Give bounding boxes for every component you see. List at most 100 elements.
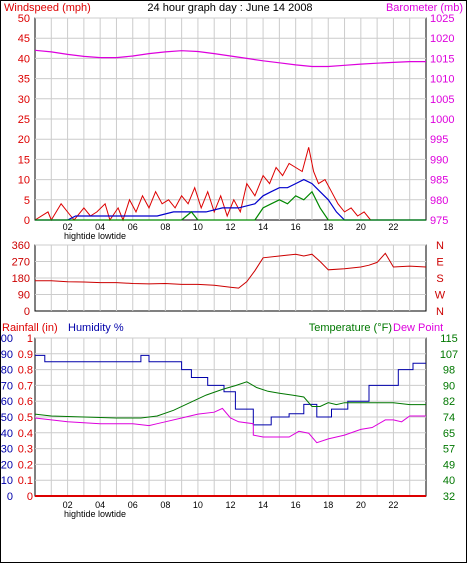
y-tick-label: 0.1 bbox=[18, 475, 33, 487]
x-tick-label: 02 bbox=[63, 222, 73, 232]
y-tick-label: 0.7 bbox=[18, 380, 33, 392]
x-tick-label: 12 bbox=[225, 222, 235, 232]
y-tick-label: 360 bbox=[12, 240, 30, 252]
x-tick-label: 06 bbox=[128, 222, 138, 232]
y-tick-label: 990 bbox=[430, 154, 448, 166]
y-tick-label: 40 bbox=[18, 53, 30, 65]
y-tick-label: 57 bbox=[443, 444, 455, 456]
x-tick-label: 20 bbox=[356, 500, 366, 510]
y-tick-label: W bbox=[435, 290, 446, 302]
wind-series-line bbox=[34, 147, 426, 222]
y-tick-label: 45 bbox=[18, 33, 30, 45]
humidity-lines bbox=[34, 354, 426, 497]
y-tick-label: 90 bbox=[1, 349, 13, 361]
y-tick-label: 1005 bbox=[430, 94, 454, 106]
x-tick-label: 12 bbox=[225, 500, 235, 510]
humidity-temperature-panel: 02 04 06 08 10 12 14 16 18 20 22 01020304050607080… bbox=[0, 322, 458, 519]
y-tick-label: 1010 bbox=[430, 74, 454, 86]
direction-grid bbox=[35, 244, 426, 311]
y-tick-label: 1020 bbox=[430, 33, 454, 45]
y-tick-label: 35 bbox=[18, 74, 30, 86]
y-tick-label: 0.3 bbox=[18, 444, 33, 456]
y-tick-label: 65 bbox=[443, 428, 455, 440]
y-tick-label: 1 bbox=[27, 333, 33, 345]
y-tick-label: 30 bbox=[18, 94, 30, 106]
y-tick-label: 40 bbox=[1, 428, 13, 440]
x-tick-label: 10 bbox=[193, 222, 203, 232]
tide-label: hightide lowtide bbox=[64, 231, 126, 241]
temperature-label: Temperature (°F) bbox=[309, 322, 392, 334]
humidity-label: Humidity % bbox=[68, 322, 124, 334]
wind-lines bbox=[34, 49, 426, 222]
y-tick-label: 0 bbox=[24, 215, 30, 227]
x-tick-label: 16 bbox=[291, 222, 301, 232]
y-tick-label: 10 bbox=[1, 475, 13, 487]
x-tick-label: 04 bbox=[95, 500, 105, 510]
direction-series-line bbox=[35, 252, 427, 289]
y-tick-label: 0 bbox=[24, 306, 30, 318]
wind-barometer-panel: 02 04 06 08 10 12 14 16 18 20 22 05101520253035404… bbox=[4, 2, 463, 241]
windspeed-label: Windspeed (mph) bbox=[4, 2, 91, 14]
y-tick-label: 60 bbox=[1, 396, 13, 408]
y-tick-label: 90 bbox=[443, 380, 455, 392]
barometer-y-ticks: 975 980 985 990 995 1000 1005 1010 1015 1020 1025 bbox=[430, 13, 454, 227]
y-tick-label: 40 bbox=[443, 475, 455, 487]
barometer-series-line bbox=[34, 49, 426, 68]
y-tick-label: E bbox=[436, 257, 443, 269]
wind-y-ticks: 0 5 10 15 20 25 30 35 40 45 50 bbox=[18, 13, 30, 227]
rainfall-y-ticks: 0 0.1 0.2 0.3 0.4 0.5 0.6 0.7 0.8 0.9 1 bbox=[18, 333, 33, 503]
y-tick-label: 0 bbox=[7, 491, 13, 503]
x-tick-label: 02 bbox=[63, 500, 73, 510]
x-tick-label: 22 bbox=[388, 222, 398, 232]
direction-lines bbox=[35, 252, 427, 289]
wind-x-ticks: 02 04 06 08 10 12 14 16 18 20 22 bbox=[63, 222, 399, 232]
y-tick-label: 0 bbox=[27, 491, 33, 503]
y-tick-label: 80 bbox=[1, 365, 13, 377]
humidity-x-ticks: 02 04 06 08 10 12 14 16 18 20 22 bbox=[63, 500, 399, 510]
x-tick-label: 14 bbox=[258, 222, 268, 232]
y-tick-label: 975 bbox=[430, 215, 448, 227]
y-tick-label: 50 bbox=[18, 13, 30, 25]
y-tick-label: 270 bbox=[12, 257, 30, 269]
y-tick-label: 1015 bbox=[430, 53, 454, 65]
y-tick-label: N bbox=[436, 306, 444, 318]
y-tick-label: 0.8 bbox=[18, 365, 33, 377]
wind_avg-series-line bbox=[35, 178, 426, 221]
y-tick-label: 100 bbox=[0, 333, 13, 345]
direction-y-ticks: 0 90 180 270 360 bbox=[12, 240, 30, 318]
y-tick-label: 1000 bbox=[430, 114, 454, 126]
rainfall-label: Rainfall (in) bbox=[2, 322, 58, 334]
x-tick-label: 04 bbox=[95, 222, 105, 232]
y-tick-label: 90 bbox=[18, 290, 30, 302]
tide-label-bottom: hightide lowtide bbox=[64, 509, 126, 519]
barometer-label: Barometer (mb) bbox=[386, 2, 463, 14]
y-tick-label: 98 bbox=[443, 365, 455, 377]
chart-title: 24 hour graph day : June 14 2008 bbox=[147, 2, 312, 14]
wind-grid bbox=[35, 17, 426, 220]
y-tick-label: N bbox=[436, 240, 444, 252]
temperature-y-ticks: 32 40 49 57 65 74 82 90 98 107 115 bbox=[440, 333, 458, 503]
y-tick-label: 5 bbox=[24, 195, 30, 207]
x-tick-label: 16 bbox=[291, 500, 301, 510]
temperature-series-line bbox=[34, 381, 426, 419]
y-tick-label: 50 bbox=[1, 412, 13, 424]
y-tick-label: 74 bbox=[443, 412, 455, 424]
x-tick-label: 08 bbox=[160, 500, 170, 510]
y-tick-label: 70 bbox=[1, 380, 13, 392]
y-tick-label: 107 bbox=[440, 349, 458, 361]
y-tick-label: 985 bbox=[430, 175, 448, 187]
y-tick-label: 20 bbox=[18, 134, 30, 146]
dewpoint-series-line bbox=[34, 407, 426, 444]
x-tick-label: 06 bbox=[128, 500, 138, 510]
x-tick-label: 14 bbox=[258, 500, 268, 510]
y-tick-label: 1025 bbox=[430, 13, 454, 25]
dewpoint-label: Dew Point bbox=[393, 322, 443, 334]
y-tick-label: S bbox=[436, 273, 443, 285]
y-tick-label: 0.5 bbox=[18, 412, 33, 424]
x-tick-label: 18 bbox=[323, 500, 333, 510]
y-tick-label: 49 bbox=[443, 459, 455, 471]
y-tick-label: 10 bbox=[18, 175, 30, 187]
y-tick-label: 0.9 bbox=[18, 349, 33, 361]
